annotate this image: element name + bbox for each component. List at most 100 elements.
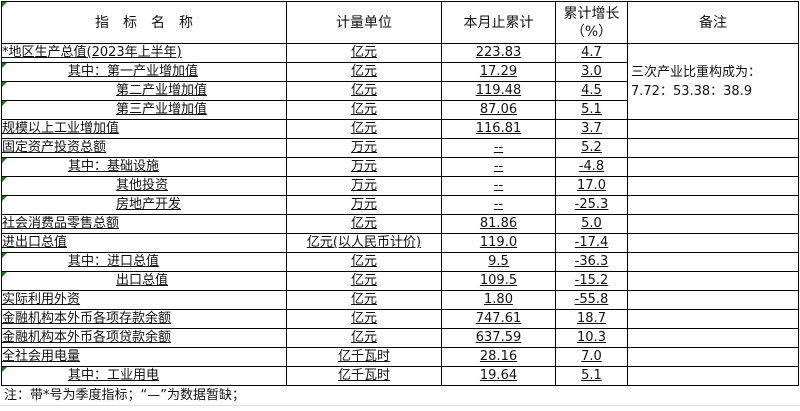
- growth-cell[interactable]: 5.1: [555, 100, 628, 120]
- cumulative-value-cell[interactable]: --: [441, 195, 556, 215]
- growth-cell[interactable]: 5.0: [555, 214, 628, 234]
- growth-cell[interactable]: 5.2: [555, 138, 628, 158]
- cumulative-value-cell[interactable]: 747.61: [441, 309, 556, 329]
- indicator-name-cell[interactable]: 进出口总值: [1, 233, 287, 253]
- remark-cell[interactable]: [627, 233, 799, 253]
- indicator-name-cell[interactable]: 其中：基础设施: [1, 157, 287, 177]
- indicator-name-cell[interactable]: 第二产业增加值: [1, 81, 287, 101]
- cumulative-value-cell[interactable]: 87.06: [441, 100, 556, 120]
- indicator-name-cell[interactable]: 规模以上工业增加值: [1, 119, 287, 139]
- remark-cell[interactable]: [627, 138, 799, 158]
- indicator-name-cell[interactable]: 出口总值: [1, 271, 287, 291]
- cumulative-value-cell[interactable]: 223.83: [441, 43, 556, 63]
- unit-cell[interactable]: 亿千瓦时: [286, 347, 442, 367]
- table-row: 其中：工业用电 亿千瓦时 19.64 5.1: [1, 366, 799, 386]
- indicator-name-cell[interactable]: 实际利用外资: [1, 290, 287, 310]
- remark-cell[interactable]: [627, 290, 799, 310]
- growth-cell[interactable]: 18.7: [555, 309, 628, 329]
- indicator-name-cell[interactable]: 其他投资: [1, 176, 287, 196]
- cumulative-value-cell[interactable]: 19.64: [441, 366, 556, 386]
- remark-cell[interactable]: [627, 271, 799, 291]
- unit-cell[interactable]: 亿元: [286, 271, 442, 291]
- remark-cell[interactable]: [627, 195, 799, 215]
- growth-cell[interactable]: -25.3: [555, 195, 628, 215]
- indicator-name-cell[interactable]: 全社会用电量: [1, 347, 287, 367]
- indicator-name-cell[interactable]: *地区生产总值(2023年上半年): [1, 43, 287, 63]
- growth-cell[interactable]: 3.0: [555, 62, 628, 82]
- unit-cell[interactable]: 亿元: [286, 43, 442, 63]
- growth-cell[interactable]: -17.4: [555, 233, 628, 253]
- growth-cell[interactable]: -4.8: [555, 157, 628, 177]
- cumulative-value-cell[interactable]: 119.48: [441, 81, 556, 101]
- remark-cell[interactable]: [627, 347, 799, 367]
- indicator-name-cell[interactable]: 固定资产投资总额: [1, 138, 287, 158]
- unit-cell[interactable]: 亿元: [286, 119, 442, 139]
- growth-cell[interactable]: -15.2: [555, 271, 628, 291]
- unit-cell[interactable]: 亿元: [286, 81, 442, 101]
- remark-cell[interactable]: [627, 119, 799, 139]
- unit-cell[interactable]: 亿元: [286, 100, 442, 120]
- cumulative-value-cell[interactable]: 81.86: [441, 214, 556, 234]
- unit-cell[interactable]: 亿元: [286, 309, 442, 329]
- header-growth[interactable]: 累计增长 （%）: [555, 1, 628, 44]
- unit-cell[interactable]: 亿元(以人民币计价): [286, 233, 442, 253]
- header-cumulative[interactable]: 本月止累计: [441, 1, 556, 44]
- cumulative-value-cell[interactable]: 17.29: [441, 62, 556, 82]
- remark-cell[interactable]: [627, 309, 799, 329]
- cumulative-value-cell[interactable]: 1.80: [441, 290, 556, 310]
- indicator-name-cell[interactable]: 其中：进口总值: [1, 252, 287, 272]
- unit-cell[interactable]: 万元: [286, 157, 442, 177]
- table-row: 其中：基础设施 万元 -- -4.8: [1, 157, 799, 177]
- unit-cell[interactable]: 亿元: [286, 290, 442, 310]
- indicator-name-cell[interactable]: 其中：工业用电: [1, 366, 287, 386]
- cumulative-value-cell[interactable]: 28.16: [441, 347, 556, 367]
- indicator-name-cell[interactable]: 社会消费品零售总额: [1, 214, 287, 234]
- remark-cell[interactable]: 三次产业比重构成为： 7.72：53.38：38.9: [627, 43, 799, 120]
- unit-cell[interactable]: 万元: [286, 195, 442, 215]
- table-row: 金融机构本外币各项贷款余额 亿元 637.59 10.3: [1, 328, 799, 348]
- indicator-name-cell[interactable]: 第三产业增加值: [1, 100, 287, 120]
- cumulative-value-cell[interactable]: 637.59: [441, 328, 556, 348]
- remark-cell[interactable]: [627, 328, 799, 348]
- remark-line1: 三次产业比重构成为：: [631, 64, 762, 80]
- cumulative-value-cell[interactable]: --: [441, 176, 556, 196]
- cumulative-value-cell[interactable]: --: [441, 157, 556, 177]
- indicator-name-cell[interactable]: 房地产开发: [1, 195, 287, 215]
- growth-cell[interactable]: 10.3: [555, 328, 628, 348]
- growth-cell[interactable]: 4.7: [555, 43, 628, 63]
- header-name[interactable]: 指 标 名 称: [1, 1, 287, 44]
- unit-cell[interactable]: 万元: [286, 138, 442, 158]
- unit-cell[interactable]: 亿千瓦时: [286, 366, 442, 386]
- cumulative-value-cell[interactable]: 9.5: [441, 252, 556, 272]
- remark-cell[interactable]: [627, 176, 799, 196]
- table-row: 全社会用电量 亿千瓦时 28.16 7.0: [1, 347, 799, 367]
- unit-cell[interactable]: 亿元: [286, 328, 442, 348]
- growth-cell[interactable]: 5.1: [555, 366, 628, 386]
- growth-cell[interactable]: 17.0: [555, 176, 628, 196]
- remark-cell[interactable]: [627, 214, 799, 234]
- table-row: 金融机构本外币各项存款余额 亿元 747.61 18.7: [1, 309, 799, 329]
- unit-cell[interactable]: 亿元: [286, 62, 442, 82]
- unit-cell[interactable]: 万元: [286, 176, 442, 196]
- header-note[interactable]: 备注: [627, 1, 799, 44]
- cumulative-value-cell[interactable]: 116.81: [441, 119, 556, 139]
- remark-cell[interactable]: [627, 157, 799, 177]
- indicator-name-cell[interactable]: 金融机构本外币各项贷款余额: [1, 328, 287, 348]
- growth-cell[interactable]: -36.3: [555, 252, 628, 272]
- indicator-name-cell[interactable]: 金融机构本外币各项存款余额: [1, 309, 287, 329]
- unit-cell[interactable]: 亿元: [286, 252, 442, 272]
- growth-cell[interactable]: 4.5: [555, 81, 628, 101]
- table-row: 其他投资 万元 -- 17.0: [1, 176, 799, 196]
- unit-cell[interactable]: 亿元: [286, 214, 442, 234]
- cumulative-value-cell[interactable]: 119.0: [441, 233, 556, 253]
- cumulative-value-cell[interactable]: --: [441, 138, 556, 158]
- growth-cell[interactable]: -55.8: [555, 290, 628, 310]
- growth-cell[interactable]: 7.0: [555, 347, 628, 367]
- remark-cell[interactable]: [627, 252, 799, 272]
- remark-cell[interactable]: [627, 366, 799, 386]
- growth-cell[interactable]: 3.7: [555, 119, 628, 139]
- indicator-name-cell[interactable]: 其中：第一产业增加值: [1, 62, 287, 82]
- header-unit[interactable]: 计量单位: [286, 1, 442, 44]
- table-row: 房地产开发 万元 -- -25.3: [1, 195, 799, 215]
- cumulative-value-cell[interactable]: 109.5: [441, 271, 556, 291]
